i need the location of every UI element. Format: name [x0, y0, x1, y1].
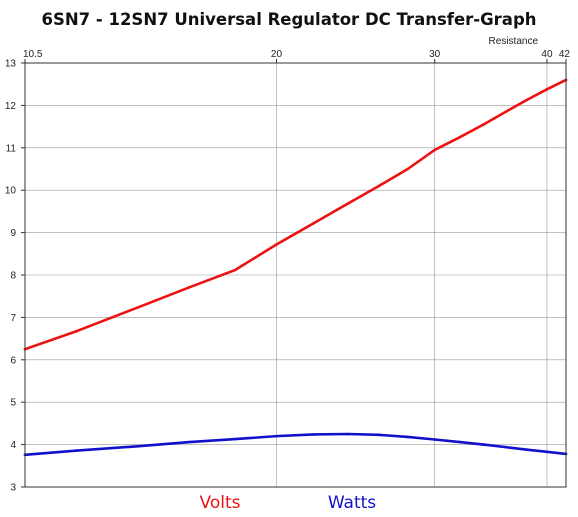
y-tick-label-4: 7: [10, 313, 16, 324]
data-point-watts-8: [377, 433, 381, 437]
data-point-watts-4: [234, 437, 237, 441]
data-point-volts-4: [234, 268, 237, 272]
x-axis-label: Resistance: [489, 36, 539, 47]
data-point-volts-14: [525, 98, 529, 102]
data-point-volts-9: [406, 167, 410, 171]
data-point-watts-12: [482, 443, 485, 446]
data-point-watts-10: [433, 438, 436, 441]
x-tick-label-0: 10.5: [23, 49, 43, 60]
data-point-volts-12: [482, 123, 485, 126]
y-tick-label-10: 13: [5, 59, 17, 70]
data-point-volts-6: [312, 221, 315, 225]
data-point-watts-6: [312, 433, 315, 436]
data-point-volts-10: [433, 148, 436, 152]
data-point-watts-13: [504, 445, 508, 449]
y-tick-label-1: 4: [10, 440, 16, 451]
data-point-watts-1: [75, 449, 79, 452]
data-point-volts-3: [188, 285, 191, 289]
data-point-volts-7: [346, 202, 349, 206]
x-tick-label-1: 20: [271, 49, 283, 60]
plot-border: [24, 62, 567, 488]
data-point-watts-3: [188, 440, 191, 444]
data-point-volts-11: [458, 135, 462, 139]
data-point-volts-13: [504, 110, 508, 114]
y-tick-label-5: 8: [10, 271, 16, 282]
y-tick-label-6: 9: [10, 228, 16, 239]
data-point-watts-2: [135, 444, 139, 448]
y-tick-label-7: 10: [5, 186, 17, 197]
data-point-watts-15: [545, 450, 549, 454]
data-point-volts-15: [545, 87, 549, 91]
x-tick-label-3: 40: [541, 49, 553, 60]
data-point-watts-14: [525, 448, 529, 451]
data-point-volts-8: [377, 184, 381, 188]
legend-entry-watts: Watts: [328, 493, 376, 513]
legend: Volts Watts: [200, 493, 377, 513]
legend-entry-volts: Volts: [200, 493, 241, 513]
data-point-watts-9: [406, 435, 410, 439]
y-tick-label-3: 6: [10, 355, 16, 366]
x-tick-label-2: 30: [429, 49, 441, 60]
data-point-volts-1: [75, 329, 79, 333]
x-tick-label-4: 42: [559, 49, 571, 60]
data-point-volts-5: [275, 243, 278, 246]
series-group: [23, 78, 568, 457]
y-tick-label-2: 5: [10, 398, 16, 409]
y-axis-ticks: 3 4 5 6 7 8 9 10 11 12 13: [5, 59, 25, 494]
x-axis-ticks: 10.5 20 30 40 42: [23, 49, 570, 63]
grid: [25, 63, 566, 487]
y-tick-label-8: 11: [6, 143, 17, 154]
data-point-watts-11: [458, 440, 462, 444]
chart-title: 6SN7 - 12SN7 Universal Regulator DC Tran…: [41, 10, 536, 29]
data-point-watts-5: [275, 434, 278, 438]
y-tick-label-0: 3: [10, 483, 16, 494]
data-point-watts-7: [346, 432, 349, 436]
y-tick-label-9: 12: [5, 101, 17, 112]
data-point-volts-2: [135, 306, 139, 309]
